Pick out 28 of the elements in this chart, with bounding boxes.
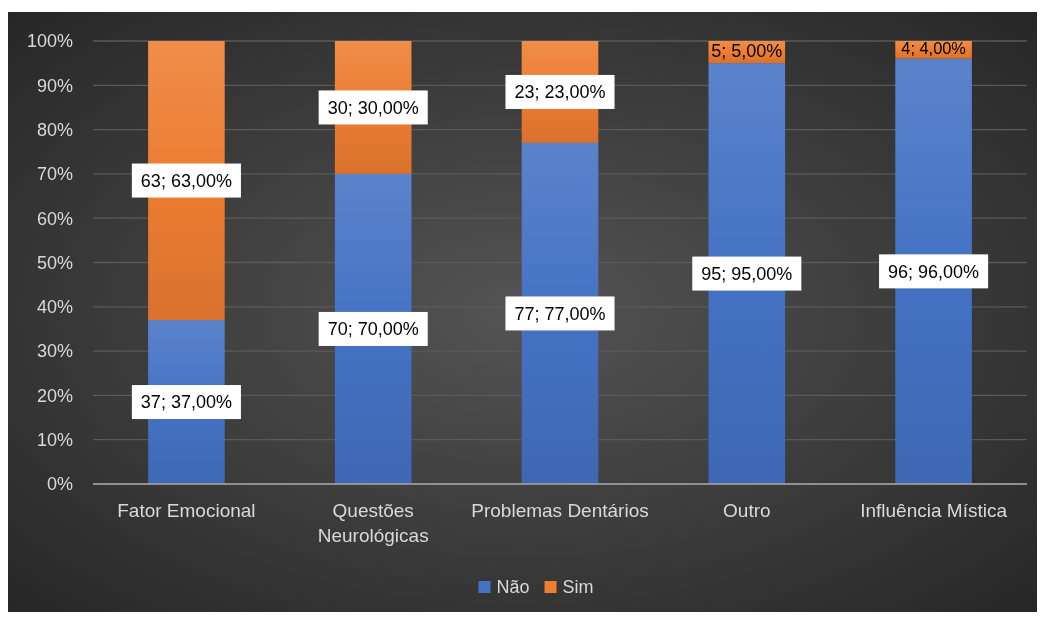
y-tick-label: 0% <box>46 474 73 495</box>
y-tick-label: 20% <box>36 385 73 406</box>
data-label: 4; 4,00% <box>901 39 966 58</box>
data-label: 37; 37,00% <box>140 392 232 413</box>
y-tick-label: 50% <box>36 252 73 273</box>
x-tick-label: Outro <box>723 499 771 521</box>
x-tick-label: Fator Emocional <box>117 499 256 521</box>
data-label: 30; 30,00% <box>327 97 419 118</box>
data-label: 63; 63,00% <box>140 170 232 191</box>
data-label: 5; 5,00% <box>711 41 783 62</box>
y-tick-label: 100% <box>26 31 73 52</box>
data-label: 77; 77,00% <box>514 303 606 324</box>
x-tick-label: Questões Neurológicas <box>317 499 429 546</box>
legend-label: Não <box>496 577 530 598</box>
legend-label: Sim <box>562 577 594 598</box>
data-label: 23; 23,00% <box>514 82 606 103</box>
data-label: 95; 95,00% <box>701 263 793 284</box>
y-tick-label: 40% <box>36 297 73 318</box>
x-tick-label: Influência Mística <box>860 499 1008 521</box>
y-tick-label: 10% <box>36 430 73 450</box>
y-tick-label: 30% <box>36 341 73 362</box>
data-label: 96; 96,00% <box>888 261 980 282</box>
y-tick-label: 70% <box>36 164 73 185</box>
y-tick-label: 90% <box>36 75 73 96</box>
data-label: 70; 70,00% <box>327 319 419 340</box>
y-tick-label: 60% <box>36 208 73 229</box>
x-tick-label: Problemas Dentários <box>471 499 649 521</box>
y-tick-label: 80% <box>36 119 73 140</box>
